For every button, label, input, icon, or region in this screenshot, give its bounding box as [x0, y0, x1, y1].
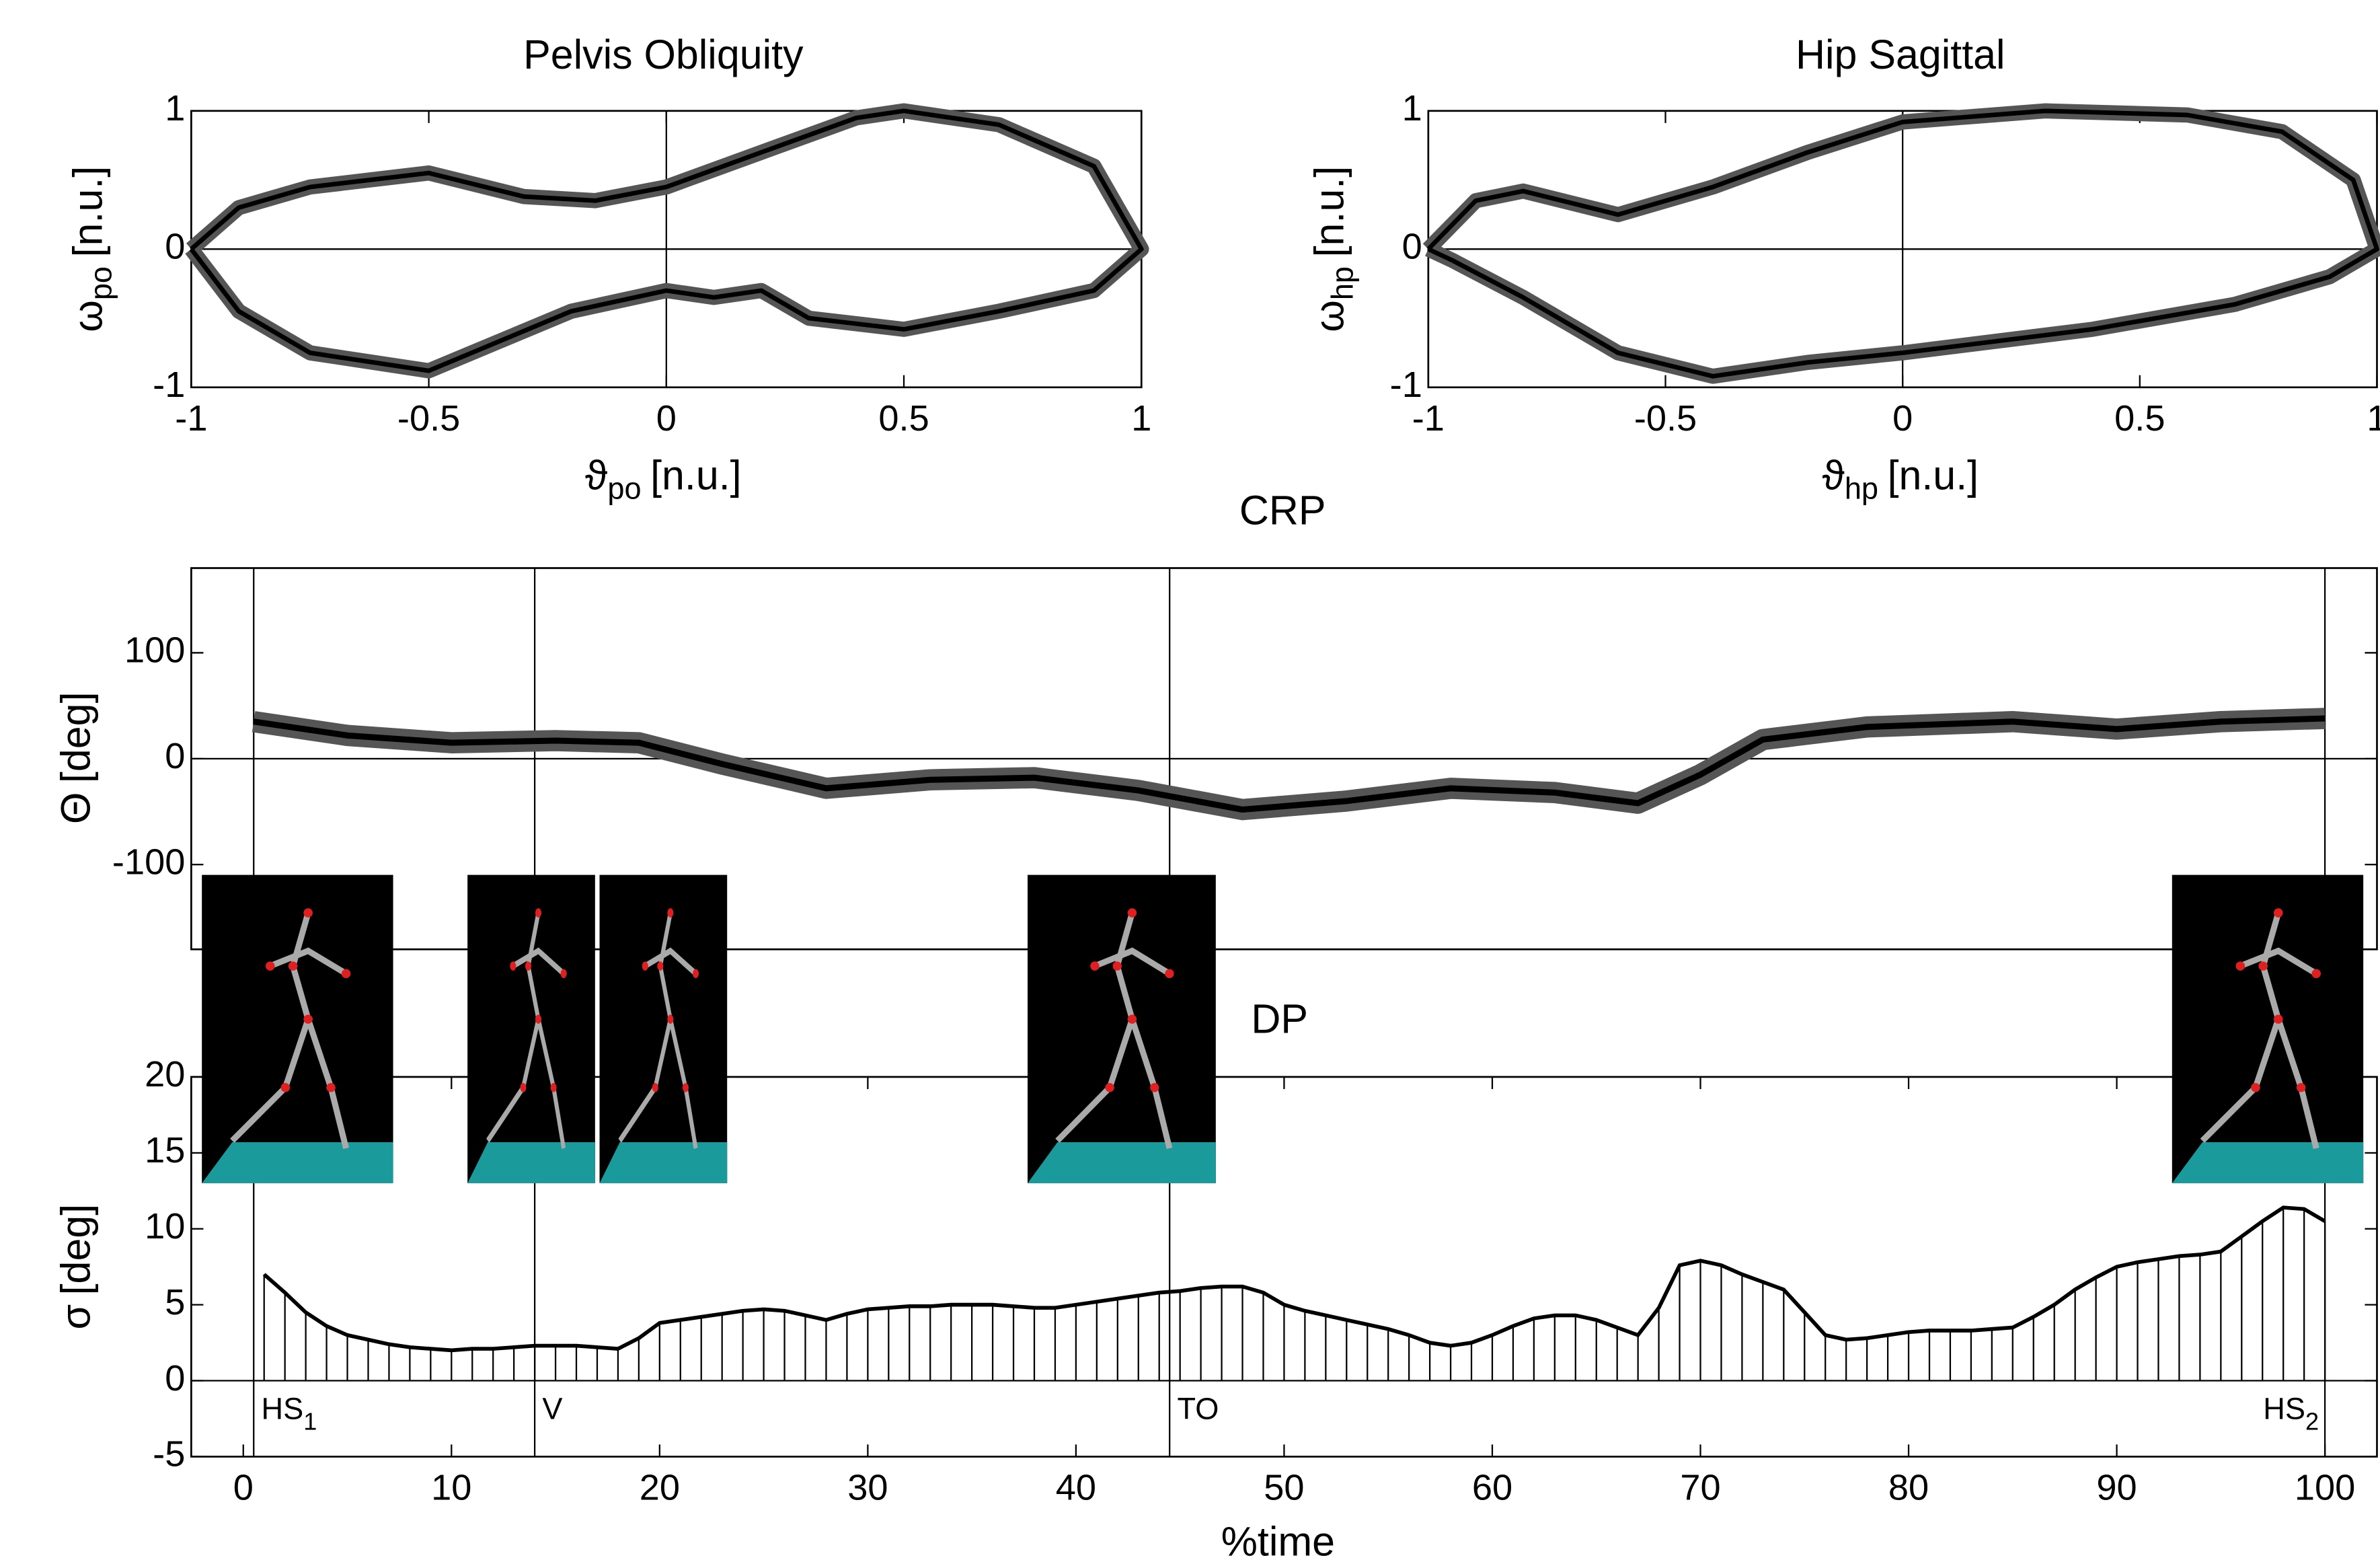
- x-tick-label: 0: [656, 398, 677, 439]
- mean-line: [189, 108, 1144, 373]
- y-tick-label: 0: [165, 227, 185, 267]
- x-tick-label: 0: [233, 1467, 254, 1507]
- y-tick-label: 20: [145, 1054, 185, 1094]
- x-axis-label: %time: [1221, 1518, 1335, 1564]
- chart-title: DP: [1251, 996, 1308, 1042]
- x-axis-label-sub: hp: [1845, 471, 1878, 505]
- y-tick-label: 1: [1402, 88, 1422, 128]
- x-tick-label: 1: [2367, 398, 2380, 439]
- x-tick-label: -0.5: [397, 398, 460, 439]
- y-axis-label-symbol: Θ: [52, 792, 98, 824]
- event-label: V: [542, 1392, 562, 1426]
- event-label-sub: 1: [303, 1407, 317, 1435]
- x-tick-label: 10: [431, 1467, 471, 1507]
- y-axis-label-symbol: ω: [1307, 300, 1352, 332]
- x-tick-label: 50: [1264, 1467, 1304, 1507]
- y-tick-label: 0: [165, 736, 185, 776]
- y-tick-label: -5: [153, 1434, 185, 1475]
- x-tick-label: -0.5: [1634, 398, 1697, 439]
- bar-outline: [262, 1205, 2326, 1353]
- y-tick-label: 1: [165, 88, 185, 128]
- x-tick-label: -1: [1412, 398, 1445, 439]
- y-axis-label-unit: [deg]: [52, 1204, 98, 1296]
- y-axis-label: σ [deg]: [52, 1204, 98, 1330]
- y-tick-label: 0: [1402, 227, 1422, 267]
- y-tick-label: 100: [124, 630, 185, 671]
- x-axis-label-unit: %time: [1221, 1518, 1335, 1564]
- y-tick-label: 10: [145, 1206, 185, 1246]
- y-tick-label: 5: [165, 1282, 185, 1322]
- event-label: TO: [1177, 1392, 1219, 1426]
- x-tick-label: 40: [1056, 1467, 1096, 1507]
- x-axis-label-symbol: ϑ: [1822, 452, 1845, 498]
- event-label-sub: 2: [2305, 1407, 2319, 1435]
- x-axis-label: ϑpo [n.u.]: [585, 452, 742, 505]
- mean-line: [1426, 108, 2379, 379]
- event-label-text: TO: [1177, 1392, 1219, 1426]
- y-tick-label: 15: [145, 1130, 185, 1170]
- x-tick-label: 90: [2096, 1467, 2137, 1507]
- event-label-text: V: [542, 1392, 562, 1426]
- stick-figure: [600, 875, 728, 1183]
- x-axis-label-sub: po: [607, 471, 641, 505]
- stick-figure: [202, 875, 393, 1183]
- x-axis-label-unit: [n.u.]: [1888, 452, 1979, 498]
- chart-title: Pelvis Obliquity: [523, 32, 804, 77]
- x-tick-label: 20: [640, 1467, 680, 1507]
- x-tick-label: 0: [1892, 398, 1913, 439]
- event-label-text: HS: [262, 1392, 304, 1426]
- stick-figure: [467, 875, 595, 1183]
- y-axis-label-sub: hp: [1326, 266, 1360, 300]
- x-tick-label: 60: [1472, 1467, 1512, 1507]
- event-label: HS1: [262, 1392, 317, 1436]
- x-tick-label: -1: [175, 398, 207, 439]
- event-label: HS2: [2263, 1392, 2319, 1436]
- y-tick-label: -100: [112, 842, 185, 883]
- x-tick-label: 100: [2295, 1467, 2355, 1507]
- x-tick-label: 80: [1888, 1467, 1929, 1507]
- y-tick-label: -1: [1390, 365, 1422, 405]
- x-axis-label-symbol: ϑ: [585, 452, 607, 498]
- charts: Pelvis Obliquity-101-1 -0.5 0 0.5 1ωpo[n.u.]…: [52, 32, 2380, 1565]
- event-label-text: HS: [2263, 1392, 2305, 1426]
- y-axis-label-sub: po: [83, 266, 118, 300]
- y-axis-label-unit: [deg]: [52, 692, 98, 783]
- x-tick-label: 70: [1680, 1467, 1720, 1507]
- stick-figure: [2172, 875, 2363, 1183]
- y-axis-label-unit: [n.u.]: [1307, 166, 1352, 258]
- y-axis-label-symbol: ω: [65, 300, 111, 332]
- y-axis-label-unit: [n.u.]: [65, 166, 111, 258]
- chart-title: Hip Sagittal: [1796, 32, 2005, 77]
- y-tick-label: -1: [153, 365, 185, 405]
- x-axis-label: ϑhp [n.u.]: [1822, 452, 1979, 505]
- y-tick-label: 0: [165, 1358, 185, 1399]
- trial-band: [252, 708, 2326, 821]
- chart-title: CRP: [1239, 487, 1326, 533]
- y-axis-label: ωpo [n.u.]: [65, 166, 118, 332]
- x-tick-label: 0.5: [878, 398, 929, 439]
- stick-figure: [1028, 875, 1216, 1183]
- y-axis-label-symbol: σ: [52, 1304, 98, 1330]
- mean-line: [253, 715, 2326, 813]
- x-tick-label: 30: [847, 1467, 888, 1507]
- x-tick-label: 1: [1131, 398, 1151, 439]
- x-axis-label-unit: [n.u.]: [650, 452, 741, 498]
- y-axis-label: Θ [deg]: [52, 692, 98, 824]
- x-tick-label: 0.5: [2114, 398, 2165, 439]
- y-axis-label: ωhp [n.u.]: [1307, 166, 1360, 332]
